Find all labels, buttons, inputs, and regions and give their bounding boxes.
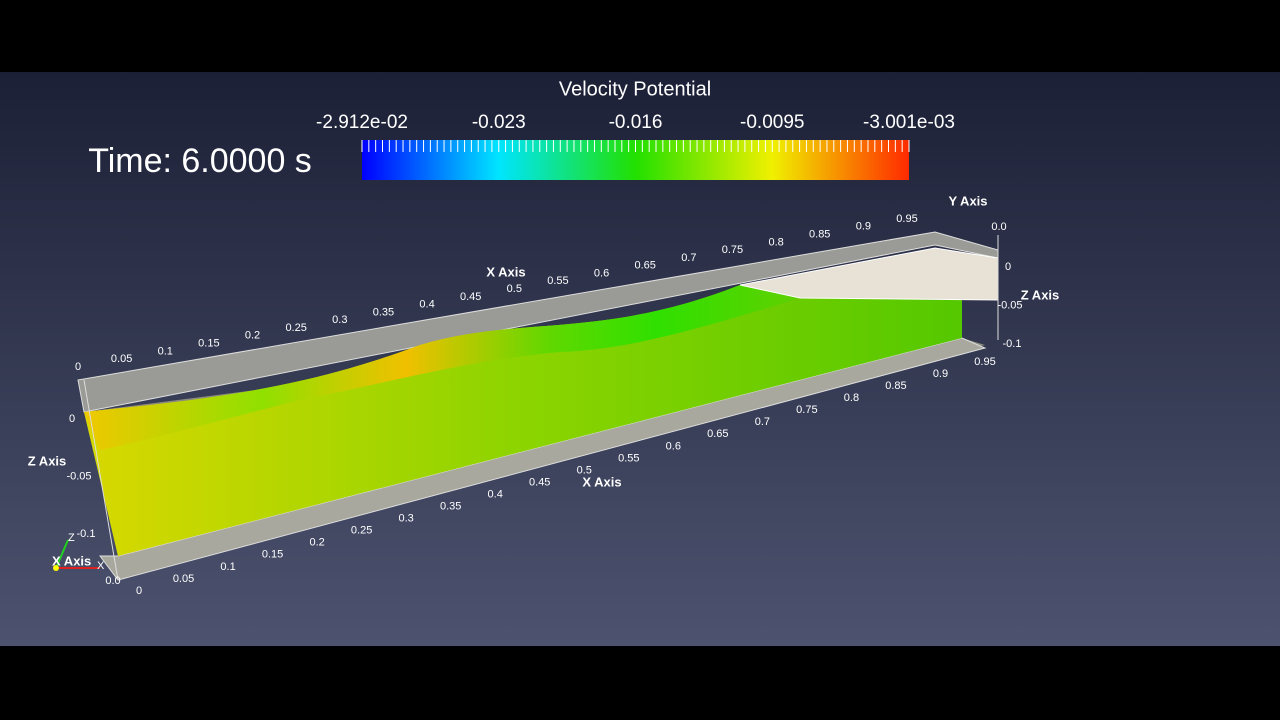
axis-tick-label: 0.0 xyxy=(105,575,120,587)
axis-title: X Axis xyxy=(486,264,525,279)
axis-tick-label: 0 xyxy=(1005,261,1011,273)
axis-title: Z Axis xyxy=(1021,287,1060,302)
colorbar-tick-label: -2.912e-02 xyxy=(316,112,408,133)
axis-tick-label: -0.1 xyxy=(77,528,96,540)
axis-tick-label: 0.55 xyxy=(618,452,639,464)
axis-labels: X Axis X Axis Z Axis Z Axis Y Axis 0 0.05… xyxy=(28,193,1060,596)
axis-tick-label: 0.7 xyxy=(681,252,696,264)
axis-tick-label: 0.75 xyxy=(796,404,817,416)
axis-tick-label: 0.6 xyxy=(666,440,681,452)
time-label: Time: 6.0000 s xyxy=(88,142,312,180)
axis-tick-label: 0.35 xyxy=(440,501,461,513)
letterbox-bottom xyxy=(0,646,1280,720)
orient-z xyxy=(55,539,69,569)
axis-tick-label: 0.2 xyxy=(245,330,260,342)
colorbar-tick-label: -0.023 xyxy=(472,112,526,133)
orient-label: X Axis xyxy=(52,553,91,568)
axis-tick-label: 0.7 xyxy=(755,416,770,428)
colorbar-tick-label: -0.016 xyxy=(609,112,663,133)
axis-tick-label: 0 xyxy=(136,585,142,597)
axis-tick-label: 0.95 xyxy=(974,356,995,368)
axis-tick-label: 0.9 xyxy=(856,221,871,233)
axis-tick-label: 0.85 xyxy=(885,380,906,392)
axis-tick-label: 0.35 xyxy=(373,306,394,318)
axis-tick-label: 0.6 xyxy=(594,267,609,279)
letterbox-top xyxy=(0,0,1280,72)
axis-tick-label: 0.65 xyxy=(707,428,728,440)
axis-tick-label: 0.45 xyxy=(460,291,481,303)
axis-tick-label: 0.95 xyxy=(896,213,917,225)
axis-tick-label: 0.05 xyxy=(111,353,132,365)
axis-tick-label: -0.05 xyxy=(66,470,91,482)
axis-tick-label: 0.25 xyxy=(285,322,306,334)
axis-tick-label: 0.45 xyxy=(529,476,550,488)
axis-tick-label: 0.55 xyxy=(547,275,568,287)
water-surface xyxy=(84,285,800,450)
axis-tick-label: 0.25 xyxy=(351,525,372,537)
axis-tick-label: 0.15 xyxy=(262,549,283,561)
axis-tick-label: 0.3 xyxy=(399,513,414,525)
water-front xyxy=(84,285,962,556)
axis-tick-label: 0.1 xyxy=(158,345,173,357)
axis-tick-label: 0.75 xyxy=(722,244,743,256)
axis-tick-label: 0.8 xyxy=(768,236,783,248)
orient-x-label: X xyxy=(97,560,105,572)
floor xyxy=(99,337,987,581)
axis-title: Y Axis xyxy=(948,193,987,208)
axis-tick-label: 0.2 xyxy=(309,537,324,549)
axis-tick-label: 0.5 xyxy=(577,464,592,476)
colorbar-title: Velocity Potential xyxy=(559,78,711,100)
colorbar-tick-label: -3.001e-03 xyxy=(863,112,955,133)
axis-tick-label: 0.15 xyxy=(198,338,219,350)
axis-edge xyxy=(83,379,119,581)
axis-tick-label: 0 xyxy=(69,413,75,425)
axis-title: X Axis xyxy=(582,474,621,489)
axis-tick-label: -0.05 xyxy=(997,299,1022,311)
orient-z-label: Z xyxy=(68,532,75,544)
axis-tick-label: 0.4 xyxy=(419,299,434,311)
colorbar-ticks: -2.912e-02 -0.023 -0.016 -0.0095 -3.001e-03 xyxy=(316,112,955,152)
axis-tick-label: 0 xyxy=(75,361,81,373)
axis-tick-label: 0.85 xyxy=(809,228,830,240)
axis-tick-label: 0.0 xyxy=(991,221,1006,233)
axis-tick-label: 0.8 xyxy=(844,392,859,404)
orient-origin xyxy=(53,565,59,571)
axis-tick-label: 0.3 xyxy=(332,314,347,326)
axis-tick-label: 0.5 xyxy=(507,283,522,295)
axis-tick-label: -0.1 xyxy=(1003,338,1022,350)
axis-tick-label: 0.4 xyxy=(488,488,503,500)
axis-tick-label: 0.9 xyxy=(933,368,948,380)
axis-tick-label: 0.65 xyxy=(634,260,655,272)
axis-title: Z Axis xyxy=(28,453,67,468)
axis-tick-label: 0.05 xyxy=(173,573,194,585)
colorbar-tick-label: -0.0095 xyxy=(740,112,804,133)
axis-tick-label: 0.1 xyxy=(220,561,235,573)
